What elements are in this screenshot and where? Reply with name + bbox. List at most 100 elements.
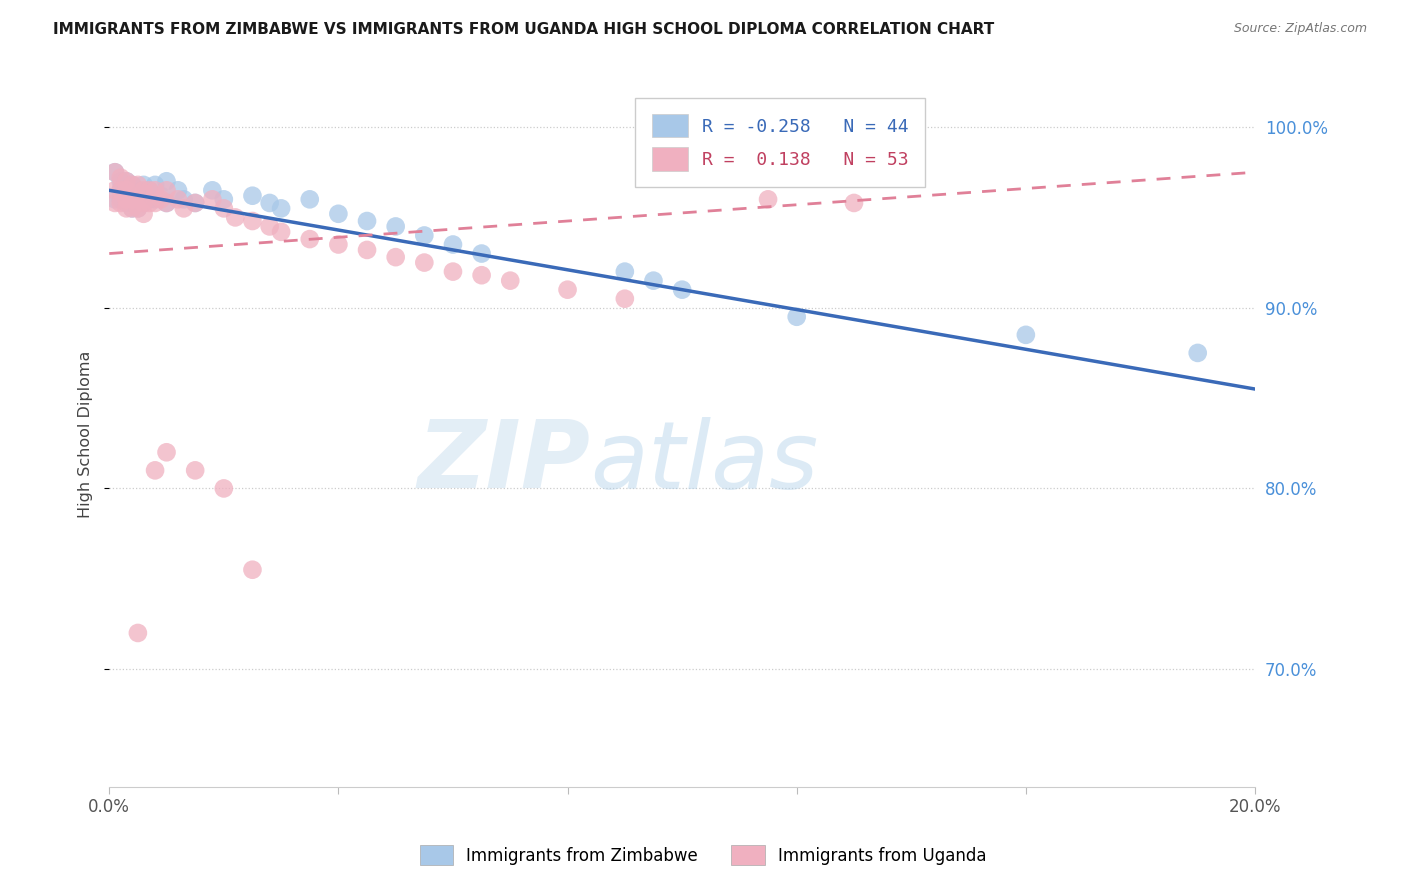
Point (115, 174, 138, 188)
Point (127, 202, 149, 216)
Point (110, 183, 132, 197)
Point (110, 170, 132, 185)
Point (149, 192, 172, 206)
Point (259, 219, 281, 234)
Point (127, 192, 149, 206)
Point (201, 192, 224, 206)
Point (613, 264, 636, 278)
Point (155, 196, 177, 211)
Point (155, 183, 177, 197)
Point (155, 174, 177, 188)
Point (104, 165, 127, 179)
Point (212, 482, 235, 496)
Point (132, 207, 155, 221)
Point (121, 192, 143, 206)
Point (132, 196, 155, 211)
Point (127, 626, 149, 640)
Point (441, 264, 464, 278)
Point (143, 463, 166, 477)
Point (104, 183, 127, 197)
Point (132, 196, 155, 211)
Point (115, 202, 138, 216)
Point (356, 243, 378, 257)
Point (557, 283, 579, 297)
Point (173, 202, 195, 216)
Point (184, 196, 207, 211)
Text: Source: ZipAtlas.com: Source: ZipAtlas.com (1233, 22, 1367, 36)
Point (110, 196, 132, 211)
Point (138, 183, 160, 197)
Point (242, 563, 264, 577)
Point (413, 228, 436, 243)
Point (115, 183, 138, 197)
Point (212, 192, 235, 206)
Point (167, 183, 190, 197)
Point (184, 463, 207, 477)
Point (121, 202, 143, 216)
Point (104, 192, 127, 206)
Point (842, 196, 865, 211)
Point (671, 283, 693, 297)
Point (127, 183, 149, 197)
Point (115, 183, 138, 197)
Point (104, 165, 127, 179)
Legend: Immigrants from Zimbabwe, Immigrants from Uganda: Immigrants from Zimbabwe, Immigrants fro… (411, 837, 995, 873)
Point (270, 225, 292, 239)
Point (298, 232, 321, 246)
Point (328, 237, 350, 252)
Point (143, 183, 166, 197)
Point (138, 192, 160, 206)
Point (143, 192, 166, 206)
Point (121, 202, 143, 216)
Point (756, 192, 779, 206)
Point (298, 192, 321, 206)
Point (138, 183, 160, 197)
Point (115, 174, 138, 188)
Point (110, 174, 132, 188)
Point (132, 183, 155, 197)
Point (242, 214, 264, 228)
Point (1187, 346, 1209, 360)
Point (356, 214, 378, 228)
Point (413, 255, 436, 269)
Point (121, 178, 143, 192)
Point (115, 192, 138, 206)
Point (242, 188, 264, 202)
Point (121, 178, 143, 192)
Point (138, 196, 160, 211)
Text: IMMIGRANTS FROM ZIMBABWE VS IMMIGRANTS FROM UGANDA HIGH SCHOOL DIPLOMA CORRELATI: IMMIGRANTS FROM ZIMBABWE VS IMMIGRANTS F… (53, 22, 994, 37)
Point (201, 183, 224, 197)
Point (127, 178, 149, 192)
Point (643, 274, 665, 288)
Point (613, 292, 636, 306)
Point (143, 196, 166, 211)
Point (143, 178, 166, 192)
Text: ZIP: ZIP (418, 417, 591, 508)
Text: atlas: atlas (591, 417, 818, 508)
Point (149, 188, 172, 202)
Point (173, 192, 195, 206)
Point (259, 196, 281, 211)
Point (184, 196, 207, 211)
Point (167, 192, 190, 206)
Point (155, 445, 177, 459)
Point (110, 192, 132, 206)
Point (270, 202, 292, 216)
Point (127, 192, 149, 206)
Point (132, 178, 155, 192)
Y-axis label: High School Diploma: High School Diploma (79, 351, 93, 518)
Point (471, 246, 494, 260)
Point (155, 196, 177, 211)
Point (104, 196, 127, 211)
Point (110, 183, 132, 197)
Legend: R = -0.258   N = 44, R =  0.138   N = 53: R = -0.258 N = 44, R = 0.138 N = 53 (636, 98, 925, 186)
Point (224, 211, 246, 225)
Point (121, 192, 143, 206)
Point (1015, 327, 1038, 342)
Point (786, 310, 808, 324)
Point (441, 237, 464, 252)
Point (384, 250, 406, 264)
Point (471, 268, 494, 283)
Point (127, 202, 149, 216)
Point (212, 202, 235, 216)
